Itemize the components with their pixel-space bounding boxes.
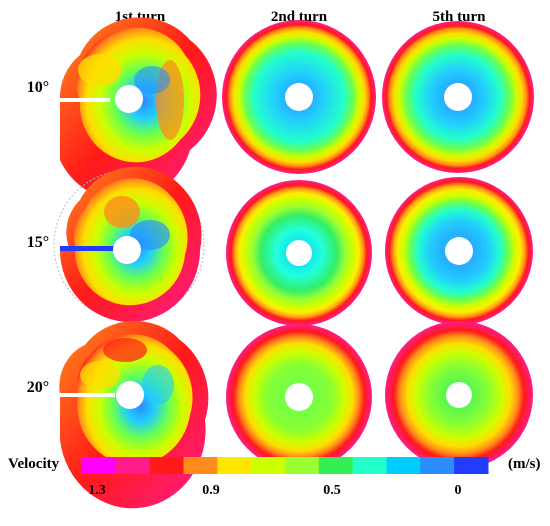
legend-tick-1-3: 1.3 — [88, 483, 106, 498]
row-label-20deg: 20° — [27, 379, 49, 396]
legend-swatch — [454, 457, 489, 474]
legend-swatch — [217, 457, 252, 474]
legend-swatch — [318, 457, 354, 474]
row-label-15deg: 15° — [27, 234, 49, 251]
column-header-3: 5th turn — [433, 9, 487, 25]
legend-swatch — [285, 457, 320, 474]
contour-10deg-2nd-turn — [222, 20, 376, 174]
contour-15deg-2nd-turn — [226, 180, 372, 326]
legend-swatch — [149, 457, 184, 474]
legend-swatch — [386, 457, 421, 474]
legend-tick-0: 0 — [455, 483, 462, 498]
velocity-legend: Velocity (m/s) 1.3 0.9 0.5 0 — [8, 456, 541, 498]
legend-swatch — [115, 457, 151, 474]
legend-swatch — [251, 457, 286, 474]
contour-15deg-5th-turn — [385, 177, 533, 325]
legend-label: Velocity — [8, 456, 60, 472]
contour-20deg-2nd-turn — [226, 324, 372, 470]
contour-10deg-1st-turn — [59, 17, 217, 201]
contour-20deg-5th-turn — [385, 321, 533, 469]
contour-20deg-1st-turn — [59, 320, 209, 509]
legend-swatch — [183, 457, 218, 474]
legend-tick-0-5: 0.5 — [323, 483, 341, 498]
legend-tick-0-9: 0.9 — [202, 483, 220, 498]
legend-color-bar — [82, 457, 489, 474]
legend-unit: (m/s) — [508, 456, 541, 472]
contour-10deg-5th-turn — [382, 21, 534, 173]
row-label-10deg: 10° — [27, 79, 49, 96]
legend-swatch — [82, 457, 117, 474]
column-header-2: 2nd turn — [271, 9, 328, 25]
legend-swatch — [352, 457, 387, 474]
legend-swatch — [420, 457, 455, 474]
contour-15deg-1st-turn — [53, 166, 205, 322]
